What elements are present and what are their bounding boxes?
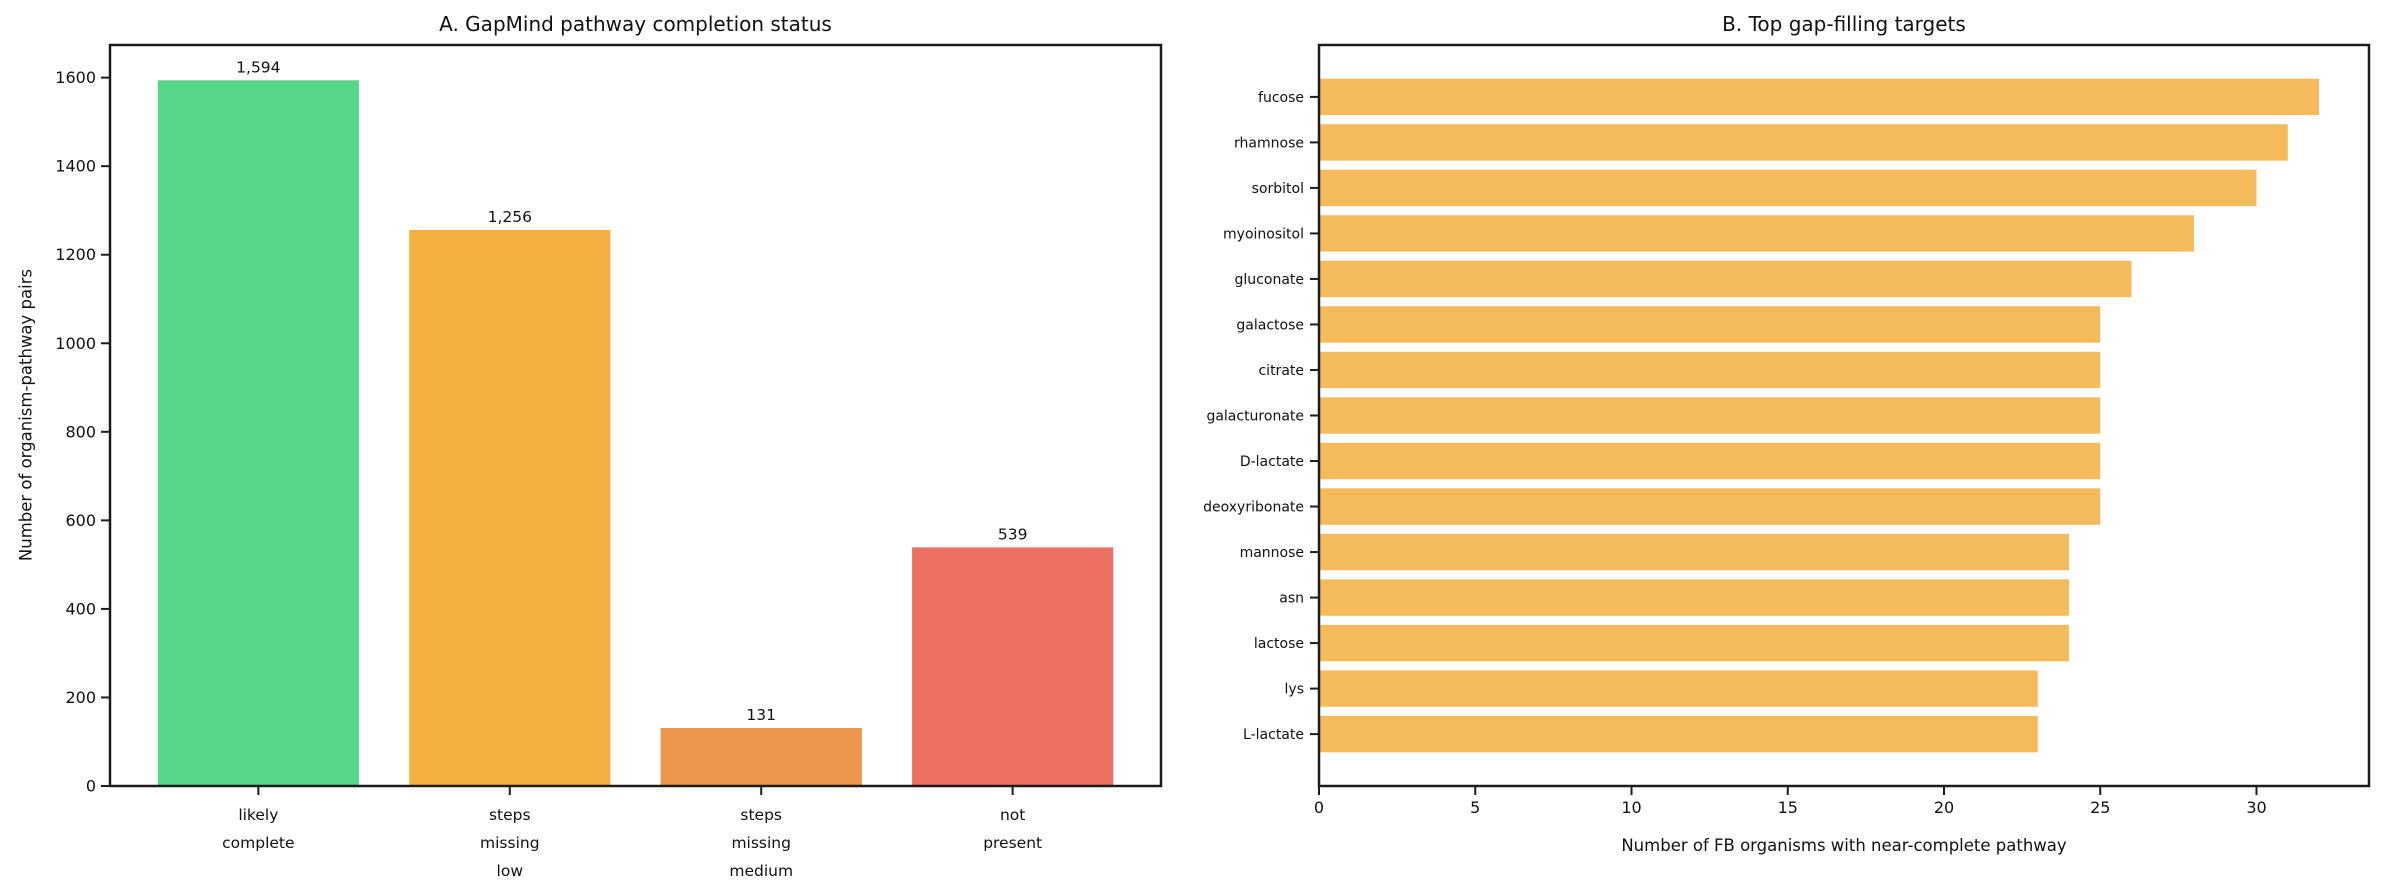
bar-gluconate [1319, 260, 2132, 298]
y-tick-label: 1400 [55, 157, 96, 176]
x-tick-label: 10 [1621, 798, 1641, 817]
x-tick-label: 15 [1778, 798, 1798, 817]
bar-L-lactate [1319, 715, 2038, 753]
bar-steps-missing-medium [660, 728, 862, 786]
bar-likely-complete [157, 80, 359, 787]
x-tick-label-line: missing [731, 834, 791, 852]
bar-lactose [1319, 624, 2069, 662]
y-tick-label: 1600 [55, 68, 96, 87]
bar-value-label: 131 [746, 706, 776, 724]
bar-mannose [1319, 533, 2069, 571]
bar-myoinositol [1319, 215, 2194, 252]
category-label: fucose [1258, 90, 1304, 106]
x-tick-label: likely complete [222, 806, 294, 852]
bar-steps-missing-low [409, 229, 611, 786]
x-tick-label: 20 [1934, 798, 1954, 817]
bar-value-label: 1,256 [488, 208, 532, 226]
category-label: gluconate [1235, 272, 1304, 288]
x-tick-label: 5 [1470, 798, 1480, 817]
category-label: galacturonate [1206, 409, 1304, 425]
chart-b-xlabel: Number of FB organisms with near-complet… [1621, 836, 2067, 855]
category-label: asn [1279, 591, 1304, 607]
x-tick-label-line: medium [729, 862, 793, 880]
category-label: D-lactate [1240, 454, 1304, 470]
axes-spines [1317, 43, 2371, 788]
x-tick-label-line: complete [222, 834, 294, 852]
x-tick-label: 0 [1314, 798, 1324, 817]
category-label: L-lactate [1243, 727, 1304, 743]
category-label: mannose [1240, 545, 1304, 561]
y-tick-label: 400 [65, 599, 96, 618]
bar-rhamnose [1319, 124, 2288, 161]
x-tick-label-line: missing [480, 834, 540, 852]
category-label: lactose [1254, 636, 1304, 652]
axes-spines [108, 43, 1163, 788]
chart-a-title: A. GapMind pathway completion status [439, 12, 832, 36]
y-tick-label: 0 [86, 777, 96, 796]
x-tick-label: 25 [2090, 798, 2110, 817]
category-label: myoinositol [1223, 226, 1304, 242]
bar-asn [1319, 579, 2069, 616]
bar-lys [1319, 670, 2038, 707]
bar-value-label: 539 [998, 525, 1028, 543]
category-label: lys [1285, 682, 1304, 698]
x-tick-label-line: not [1000, 806, 1025, 824]
x-tick-label-line: present [983, 834, 1042, 852]
x-tick-label: not present [983, 806, 1042, 852]
x-tick-label: steps missing low [480, 806, 540, 880]
y-tick-label: 600 [65, 511, 96, 530]
x-tick-label: steps missing medium [729, 806, 793, 880]
category-label: deoxyribonate [1203, 500, 1304, 516]
category-label: sorbitol [1252, 181, 1304, 197]
bar-D-lactate [1319, 442, 2101, 480]
bar-fucose [1319, 78, 2319, 116]
category-label: galactose [1236, 317, 1304, 333]
bar-deoxyribonate [1319, 488, 2101, 525]
y-tick-label: 800 [65, 422, 96, 441]
x-tick-label-line: likely [238, 806, 278, 824]
x-tick-label-line: steps [740, 806, 782, 824]
category-label: citrate [1258, 363, 1304, 379]
bar-not-present [912, 547, 1114, 786]
chart-a-ylabel: Number of organism-pathway pairs [16, 268, 36, 562]
bar-galacturonate [1319, 397, 2101, 434]
y-tick-label: 1000 [55, 334, 96, 353]
y-tick-label: 1200 [55, 245, 96, 264]
bar-citrate [1319, 351, 2101, 389]
bar-sorbitol [1319, 169, 2257, 207]
y-tick-label: 200 [65, 688, 96, 707]
category-label: rhamnose [1234, 135, 1304, 151]
chart-b-title: B. Top gap-filling targets [1722, 12, 1966, 36]
x-tick-label-line: steps [489, 806, 531, 824]
x-tick-label-line: low [497, 862, 524, 880]
bar-galactose [1319, 306, 2101, 343]
bar-value-label: 1,594 [236, 58, 280, 76]
x-tick-label: 30 [2246, 798, 2266, 817]
